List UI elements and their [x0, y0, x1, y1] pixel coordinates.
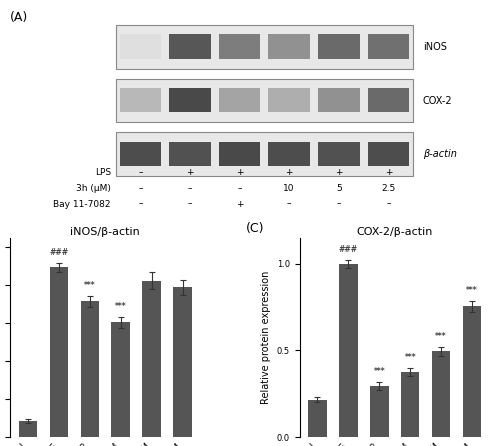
Bar: [120, 34, 161, 58]
Bar: [432, 351, 450, 437]
Text: +: +: [286, 168, 293, 177]
Bar: [401, 372, 419, 437]
Text: (C): (C): [246, 222, 264, 235]
Bar: [116, 25, 413, 69]
Bar: [80, 301, 99, 437]
Bar: [219, 34, 260, 58]
Bar: [169, 88, 211, 112]
Bar: [268, 34, 310, 58]
Bar: [18, 421, 37, 437]
Text: –: –: [386, 199, 390, 209]
Text: (A): (A): [10, 11, 28, 24]
Bar: [169, 34, 211, 58]
Text: COX-2: COX-2: [423, 95, 452, 106]
Bar: [368, 88, 409, 112]
Text: Bay 11-7082: Bay 11-7082: [54, 199, 111, 209]
Bar: [120, 142, 161, 166]
Bar: [112, 322, 130, 437]
Text: –: –: [138, 168, 142, 177]
Bar: [368, 142, 409, 166]
Text: ***: ***: [115, 301, 126, 311]
Text: 2.5: 2.5: [382, 184, 396, 193]
Bar: [120, 88, 161, 112]
Text: iNOS: iNOS: [423, 42, 446, 52]
Text: ***: ***: [84, 281, 96, 290]
Text: LPS: LPS: [94, 168, 111, 177]
Bar: [268, 88, 310, 112]
Bar: [142, 281, 161, 437]
Text: ###: ###: [50, 248, 68, 256]
Bar: [116, 132, 413, 176]
Bar: [308, 400, 326, 437]
Text: 3h (μM): 3h (μM): [76, 184, 111, 193]
Bar: [463, 306, 481, 437]
Text: 10: 10: [284, 184, 295, 193]
Text: –: –: [287, 199, 292, 209]
Bar: [318, 34, 360, 58]
Title: iNOS/β-actin: iNOS/β-actin: [70, 227, 140, 237]
Bar: [318, 142, 360, 166]
Title: COX-2/β-actin: COX-2/β-actin: [356, 227, 433, 237]
Y-axis label: Relative protein expression: Relative protein expression: [261, 271, 271, 404]
Bar: [318, 88, 360, 112]
Bar: [219, 88, 260, 112]
Bar: [370, 386, 388, 437]
Bar: [50, 267, 68, 437]
Text: –: –: [238, 184, 242, 193]
Bar: [169, 142, 211, 166]
Text: +: +: [236, 199, 244, 209]
Text: –: –: [188, 199, 192, 209]
Text: –: –: [188, 184, 192, 193]
Bar: [174, 287, 192, 437]
Text: –: –: [336, 199, 341, 209]
Text: β-actin: β-actin: [423, 149, 456, 159]
Text: 5: 5: [336, 184, 342, 193]
Text: ***: ***: [466, 286, 478, 295]
Text: ###: ###: [339, 244, 358, 254]
Bar: [368, 34, 409, 58]
Text: ***: ***: [436, 332, 447, 341]
Bar: [219, 142, 260, 166]
Bar: [116, 78, 413, 123]
Text: +: +: [236, 168, 244, 177]
Text: +: +: [384, 168, 392, 177]
Text: ***: ***: [404, 353, 416, 362]
Text: –: –: [138, 199, 142, 209]
Text: +: +: [335, 168, 342, 177]
Bar: [268, 142, 310, 166]
Bar: [339, 264, 357, 437]
Text: –: –: [138, 184, 142, 193]
Text: +: +: [186, 168, 194, 177]
Text: ***: ***: [374, 367, 385, 376]
